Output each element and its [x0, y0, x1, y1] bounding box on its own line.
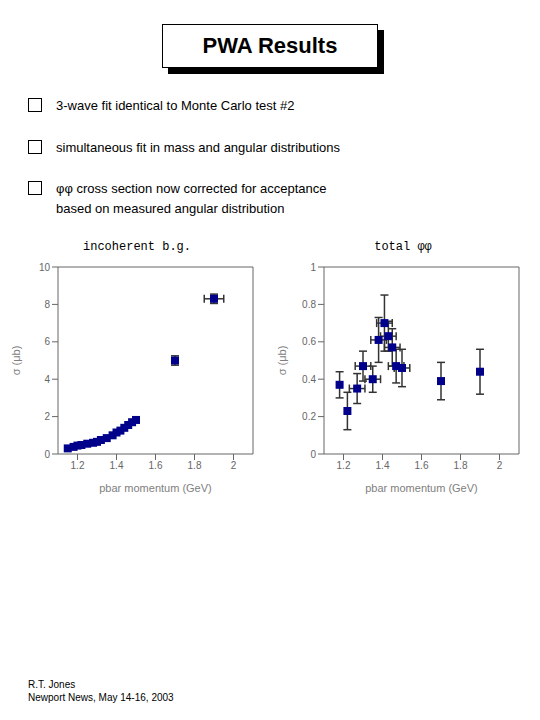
svg-text:4: 4 [44, 374, 50, 385]
html-text:φφ cross section now corrected: φφ cross section now corrected for accep… [56, 181, 327, 216]
svg-text:σ (μb): σ (μb) [10, 346, 22, 376]
svg-text:1: 1 [310, 262, 316, 273]
svg-text:10: 10 [39, 262, 51, 273]
svg-text:1.4: 1.4 [376, 460, 390, 471]
html-text:incoherent b.g.: incoherent b.g. [83, 240, 191, 254]
svg-text:1.4: 1.4 [110, 460, 124, 471]
html-text:3-wave fit identical to Monte: 3-wave fit identical to Monte Carlo test… [56, 98, 295, 113]
svg-text:0: 0 [310, 449, 316, 460]
svg-text:1.2: 1.2 [337, 460, 351, 471]
svg-text:1.6: 1.6 [415, 460, 429, 471]
svg-text:2: 2 [44, 411, 50, 422]
svg-text:pbar momentum (GeV): pbar momentum (GeV) [365, 482, 477, 494]
svg-text:1.8: 1.8 [454, 460, 468, 471]
html-text:PWA Results: PWA Results [202, 33, 338, 58]
svg-text:σ (μb): σ (μb) [276, 346, 288, 376]
svg-text:0: 0 [44, 449, 50, 460]
svg-text:1.8: 1.8 [188, 460, 202, 471]
html-text:simultaneous fit in mass and a: simultaneous fit in mass and angular dis… [56, 139, 340, 155]
svg-text:0.8: 0.8 [302, 299, 316, 310]
html-text:R.T. Jones Newport News, May 1: R.T. Jones Newport News, May 14-16, 2003 [28, 679, 174, 703]
svg-text:2: 2 [497, 460, 503, 471]
svg-text:6: 6 [44, 336, 50, 347]
svg-text:1.2: 1.2 [71, 460, 85, 471]
svg-text:pbar momentum (GeV): pbar momentum (GeV) [99, 482, 211, 494]
svg-text:0.6: 0.6 [302, 336, 316, 347]
html-text:total φφ: total φφ [374, 240, 432, 254]
svg-text:0.2: 0.2 [302, 411, 316, 422]
svg-text:0.4: 0.4 [302, 374, 316, 385]
svg-text:8: 8 [44, 299, 50, 310]
svg-text:1.6: 1.6 [149, 460, 163, 471]
svg-text:2: 2 [231, 460, 237, 471]
